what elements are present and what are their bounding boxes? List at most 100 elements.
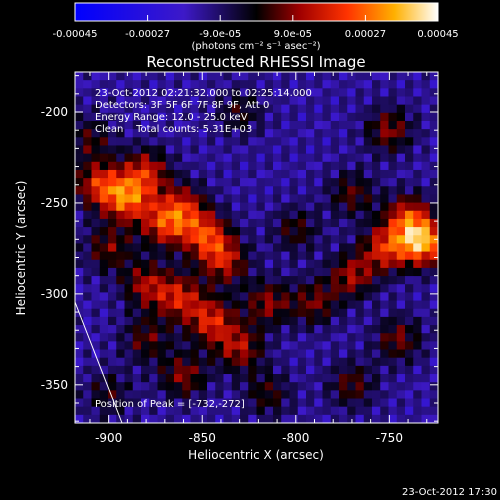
heatmap-cell (190, 137, 200, 146)
heatmap-cell (405, 227, 414, 236)
heatmap-cell (413, 284, 422, 293)
heatmap-cell (380, 145, 389, 155)
heatmap-cell (83, 210, 92, 220)
heatmap-cell (149, 80, 158, 89)
heatmap-cell (396, 227, 406, 236)
heatmap-cell (289, 153, 299, 163)
heatmap-cell (297, 259, 307, 269)
heatmap-cell (281, 210, 290, 220)
heatmap-cell (429, 169, 439, 179)
heatmap-cell (289, 202, 299, 212)
heatmap-cell (215, 300, 224, 310)
heatmap-cell (330, 88, 340, 97)
heatmap-cell (165, 333, 175, 342)
heatmap-cell (289, 104, 299, 114)
heatmap-cell (248, 398, 257, 408)
heatmap-cell (289, 300, 299, 310)
heatmap-cell (75, 202, 84, 212)
heatmap-cell (207, 341, 216, 350)
heatmap-cell (264, 96, 274, 106)
heatmap-cell (256, 292, 266, 301)
heatmap-cell (330, 194, 340, 203)
heatmap-cell (421, 137, 431, 146)
heatmap-cell (256, 96, 266, 106)
heatmap-cell (248, 382, 257, 391)
heatmap-cell (297, 145, 307, 155)
heatmap-cell (149, 349, 158, 359)
heatmap-cell (99, 202, 109, 212)
heatmap-cell (372, 349, 381, 359)
heatmap-cell (116, 80, 125, 89)
heatmap-cell (124, 210, 134, 220)
heatmap-cell (273, 72, 282, 81)
heatmap-cell (273, 210, 282, 220)
heatmap-cell (339, 145, 348, 155)
heatmap-cell (215, 161, 224, 171)
heatmap-cell (108, 390, 117, 399)
heatmap-cell (421, 88, 431, 97)
heatmap-cell (108, 414, 117, 424)
heatmap-cell (421, 194, 431, 203)
heatmap-cell (99, 284, 109, 293)
heatmap-cell (363, 382, 373, 391)
heatmap-cell (413, 120, 422, 130)
heatmap-cell (190, 129, 200, 138)
heatmap-cell (405, 161, 414, 171)
heatmap-cell (297, 382, 307, 391)
heatmap-cell (83, 308, 92, 318)
heatmap-cell (388, 88, 398, 97)
heatmap-cell (182, 341, 191, 350)
heatmap-cell (149, 414, 158, 424)
heatmap-cell (182, 178, 191, 187)
heatmap-cell (108, 374, 117, 383)
heatmap-cell (83, 169, 92, 179)
heatmap-cell (75, 316, 84, 326)
colorbar-tick-label-3: 9.0e-05 (274, 29, 312, 40)
heatmap-cell (231, 161, 241, 171)
heatmap-cell (240, 112, 249, 122)
heatmap-cell (281, 120, 290, 130)
heatmap-cell (363, 235, 373, 244)
heatmap-cell (108, 112, 117, 122)
heatmap-cell (75, 341, 84, 350)
heatmap-cell (91, 186, 101, 195)
heatmap-cell (174, 112, 183, 122)
heatmap-cell (174, 72, 183, 81)
heatmap-cell (429, 374, 439, 383)
heatmap-cell (273, 398, 282, 408)
heatmap-cell (174, 169, 183, 179)
heatmap-cell (83, 406, 92, 416)
heatmap-cell (231, 120, 241, 130)
heatmap-cell (165, 96, 175, 106)
heatmap-cell (157, 333, 167, 342)
heatmap-cell (207, 161, 216, 171)
heatmap-cell (132, 374, 142, 383)
heatmap-cell (223, 169, 233, 179)
heatmap-cell (297, 292, 307, 301)
heatmap-cell (116, 316, 125, 326)
heatmap-cell (223, 365, 233, 375)
heatmap-cell (429, 104, 439, 114)
heatmap-cell (355, 349, 365, 359)
heatmap-cell (215, 137, 224, 146)
heatmap-cell (132, 267, 142, 277)
heatmap-cell (388, 161, 398, 171)
heatmap-cell (289, 259, 299, 269)
heatmap-cell (413, 161, 422, 171)
heatmap-cell (207, 169, 216, 179)
heatmap-cell (347, 112, 356, 122)
heatmap-cell (405, 398, 414, 408)
heatmap-cell (91, 120, 101, 130)
heatmap-cell (215, 276, 224, 285)
heatmap-cell (141, 120, 150, 130)
heatmap-cell (174, 120, 183, 130)
heatmap-cell (223, 202, 233, 212)
heatmap-cell (363, 218, 373, 228)
heatmap-cell (273, 80, 282, 89)
heatmap-cell (273, 308, 282, 318)
heatmap-cell (99, 235, 109, 244)
heatmap-cell (281, 276, 290, 285)
heatmap-cell (297, 251, 307, 261)
heatmap-cell (132, 414, 142, 424)
heatmap-cell (256, 333, 266, 342)
